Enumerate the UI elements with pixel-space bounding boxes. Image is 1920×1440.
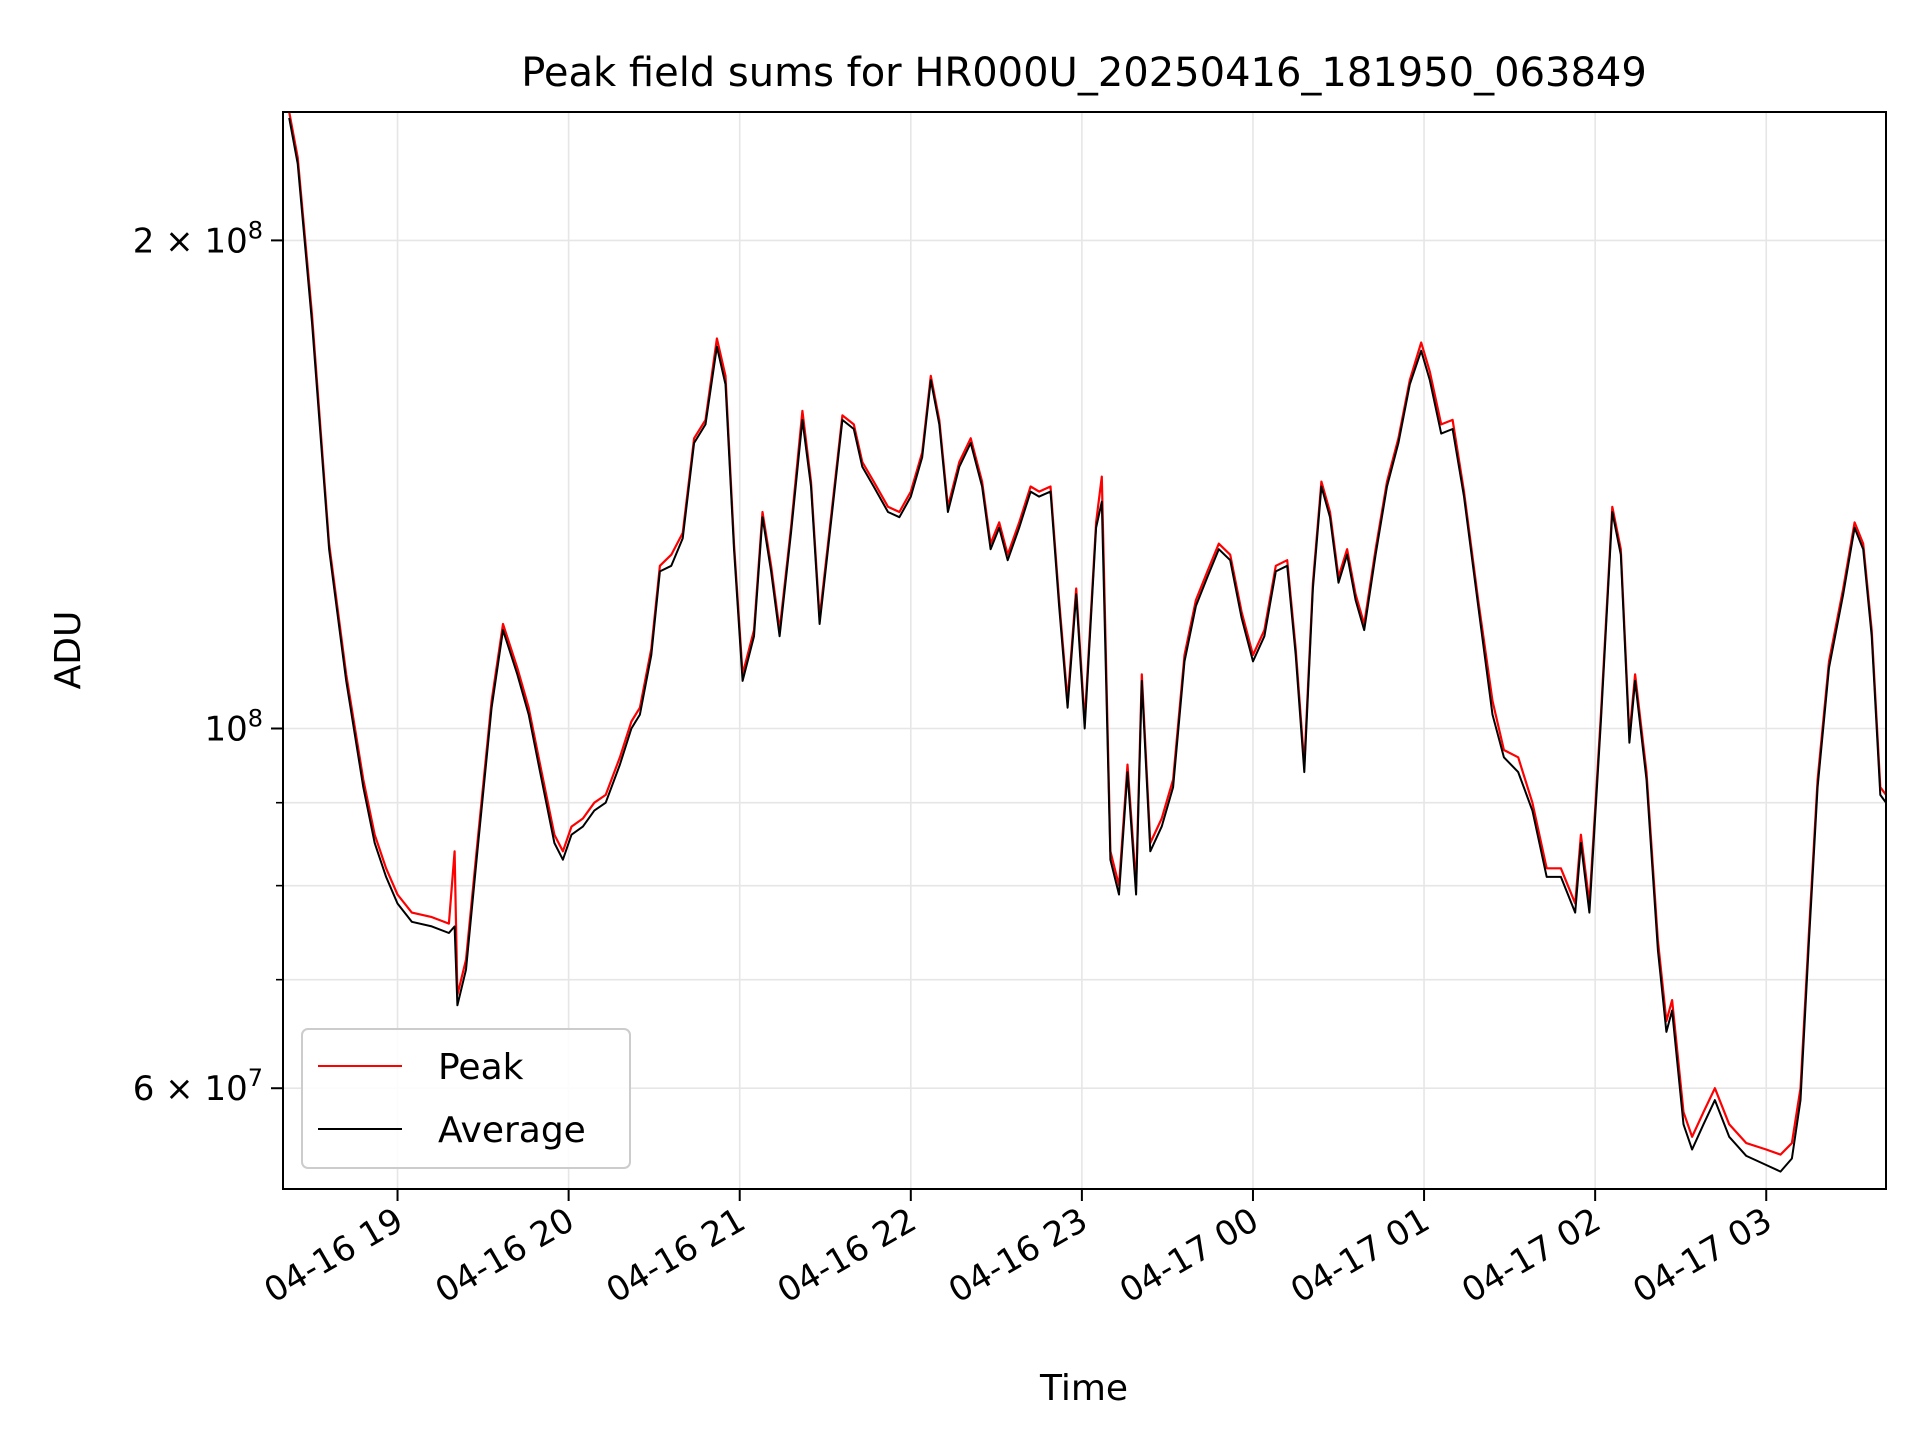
- legend-label-peak: Peak: [438, 1047, 524, 1088]
- y-tick-label: 6 × 107: [133, 1064, 263, 1109]
- y-tick-label: 2 × 108: [133, 216, 263, 261]
- legend-box: [301, 1028, 631, 1169]
- series-line-average: [288, 117, 1886, 1173]
- plot-frame: [282, 111, 1887, 1190]
- legend: Peak Average: [301, 1028, 631, 1169]
- series-layer: [288, 112, 1886, 1173]
- legend-label-average: Average: [438, 1110, 586, 1151]
- y-axis-label: ADU: [48, 611, 89, 690]
- x-axis-label: Time: [1039, 1368, 1128, 1409]
- y-tick-label: 108: [204, 705, 263, 750]
- chart-title: Peak field sums for HR000U_20250416_1819…: [521, 50, 1647, 96]
- y-axis-ticks: 6 × 107 108 2 × 108: [133, 216, 283, 1109]
